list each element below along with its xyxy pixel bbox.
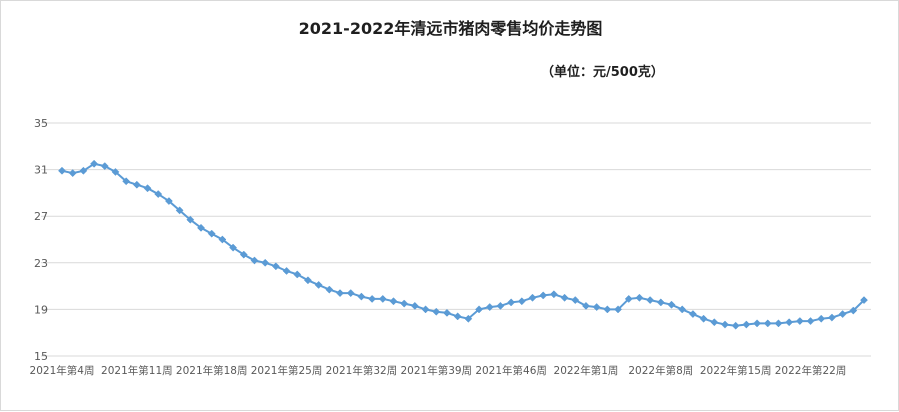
data-point (571, 296, 580, 305)
data-point (688, 310, 697, 319)
data-point (582, 301, 590, 310)
data-point (154, 190, 163, 199)
data-point (389, 297, 398, 306)
series-line (61, 162, 865, 327)
y-tick-label: 15 (34, 350, 48, 363)
data-point (646, 296, 655, 305)
data-point (667, 300, 676, 309)
x-tick-label: 2021年第25周 (251, 364, 323, 377)
data-point (368, 294, 377, 303)
data-point (614, 305, 623, 314)
data-point (549, 290, 558, 299)
data-point (432, 307, 441, 316)
data-point (90, 159, 99, 168)
chart-unit-subtitle: （单位：元/500克） (541, 65, 664, 80)
x-tick-label: 2021年第32周 (326, 364, 398, 377)
data-point (250, 256, 259, 265)
data-point (624, 294, 633, 303)
data-point (186, 215, 195, 224)
data-point (453, 312, 462, 321)
data-point (806, 317, 815, 326)
data-point (496, 301, 505, 310)
data-point (282, 267, 291, 275)
data-point (464, 314, 473, 323)
data-point (838, 310, 847, 319)
data-point (827, 313, 836, 322)
data-point (303, 276, 312, 285)
data-point (742, 320, 751, 329)
x-tick-label: 2022年第1周 (554, 364, 619, 377)
x-tick-label: 2021年第18周 (176, 364, 248, 377)
data-point (475, 305, 483, 314)
data-point (721, 320, 729, 329)
data-point (400, 299, 409, 308)
y-tick-label: 19 (34, 303, 48, 316)
data-point (507, 298, 516, 307)
data-point (197, 223, 205, 232)
x-tick-label: 2022年第15周 (700, 364, 772, 377)
data-point (132, 180, 141, 189)
data-point (753, 319, 762, 328)
x-tick-label: 2021年第46周 (475, 364, 547, 377)
y-tick-label: 23 (34, 257, 48, 270)
data-point (79, 166, 88, 175)
data-point (378, 294, 387, 303)
data-point (218, 235, 227, 244)
data-point (603, 305, 612, 314)
data-point (785, 318, 794, 327)
data-point (175, 206, 184, 215)
x-tick-label: 2022年第8周 (628, 364, 693, 377)
data-point (410, 301, 419, 310)
data-point (100, 162, 109, 171)
data-point (443, 308, 451, 317)
data-point (293, 270, 302, 279)
data-point (678, 305, 687, 314)
data-point (207, 229, 216, 238)
data-point (164, 197, 173, 206)
data-point (560, 293, 569, 302)
data-point (357, 292, 366, 301)
data-point (817, 314, 826, 323)
data-point (314, 280, 323, 289)
x-tick-label: 2021年第4周 (30, 364, 95, 377)
x-tick-label: 2021年第39周 (400, 364, 472, 377)
data-point (635, 293, 644, 302)
x-tick-label: 2021年第11周 (101, 364, 173, 377)
chart-title: 2021-2022年清远市猪肉零售均价走势图 (298, 19, 603, 38)
y-tick-label: 35 (34, 117, 48, 130)
y-tick-label: 27 (34, 210, 48, 223)
data-point (336, 289, 344, 298)
data-point (122, 177, 131, 186)
data-point (849, 306, 858, 315)
data-point (68, 169, 77, 178)
data-point (421, 305, 430, 314)
data-point (656, 298, 665, 307)
data-point (239, 250, 248, 259)
data-point (539, 291, 548, 300)
data-point (763, 319, 772, 328)
data-point (229, 243, 238, 252)
data-point (517, 297, 526, 306)
data-point (111, 167, 120, 176)
data-point (325, 285, 334, 294)
data-point (795, 317, 804, 326)
data-point (860, 296, 868, 305)
data-point (485, 303, 494, 312)
data-point (346, 289, 355, 298)
data-point (699, 314, 708, 323)
data-point (592, 303, 601, 312)
data-point (58, 166, 66, 175)
x-tick-label: 2022年第22周 (775, 364, 847, 377)
data-point (710, 318, 719, 327)
data-point (271, 262, 280, 271)
data-point (261, 258, 270, 267)
data-point (528, 293, 537, 302)
data-point (774, 319, 783, 328)
y-tick-label: 31 (34, 164, 48, 177)
data-point (731, 321, 740, 330)
data-point (143, 184, 152, 193)
